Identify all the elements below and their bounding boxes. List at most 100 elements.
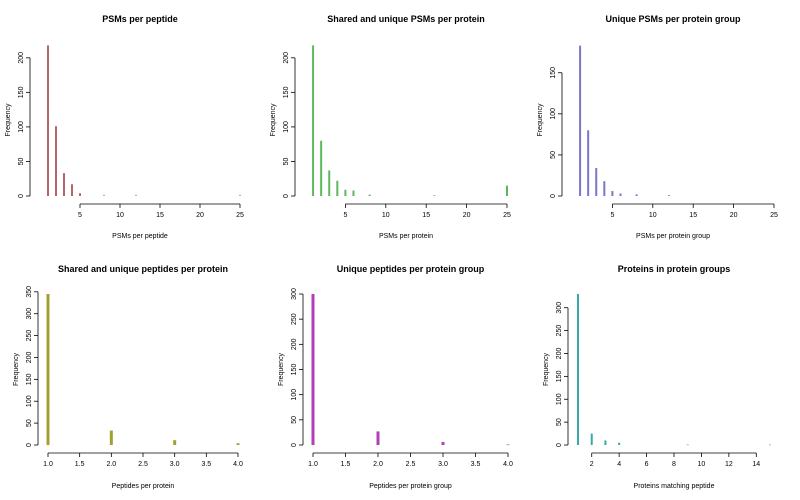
histogram-bar [587,130,590,196]
x-tick-label: 25 [770,212,778,219]
y-axis-label: Frequency [278,352,285,386]
y-tick-label: 0 [18,194,25,198]
y-tick-label: 300 [26,308,33,320]
x-tick-label: 4.0 [233,461,243,468]
histogram-bar [579,45,582,196]
histogram-bar [312,45,315,196]
chart-title: Unique peptides per protein group [337,264,485,274]
x-tick-label: 10 [116,212,124,219]
y-tick-label: 50 [283,157,290,165]
x-tick-label: 1.0 [43,461,53,468]
x-tick-label: 5 [610,212,614,219]
y-tick-label: 0 [556,443,563,447]
y-tick-label: 0 [283,194,290,198]
x-tick-label: 20 [463,212,471,219]
x-tick-label: 15 [422,212,430,219]
x-tick-label: 25 [236,212,244,219]
y-tick-label: 250 [556,325,563,337]
x-tick-label: 10 [382,212,390,219]
y-tick-label: 150 [283,86,290,98]
y-tick-label: 150 [26,373,33,385]
y-tick-label: 250 [291,313,298,325]
histogram-bar [55,126,57,196]
x-tick-label: 20 [196,212,204,219]
x-tick-label: 10 [698,461,706,468]
x-tick-label: 1.0 [308,461,318,468]
histogram-bar [590,433,593,445]
histogram-bar [328,170,331,196]
histogram-bar [635,194,638,196]
x-tick-label: 6 [645,461,649,468]
chart-panel: Shared and unique peptides per protein Pe… [13,264,243,490]
x-tick-label: 15 [156,212,164,219]
x-tick-label: 14 [752,461,760,468]
y-axis-label: Frequency [270,103,277,137]
y-tick-label: 100 [550,108,557,120]
x-tick-label: 2.5 [138,461,148,468]
y-tick-label: 50 [26,419,33,427]
y-tick-label: 100 [291,389,298,401]
histogram-bar [135,195,137,196]
x-tick-label: 2.0 [106,461,116,468]
y-tick-label: 200 [18,52,25,64]
y-tick-label: 50 [556,418,563,426]
histogram-bar [595,168,598,196]
x-tick-label: 20 [730,212,738,219]
y-axis-label: Frequency [543,352,550,386]
y-tick-label: 200 [283,52,290,64]
y-tick-label: 200 [556,348,563,360]
histogram-bar [506,444,510,446]
y-tick-label: 0 [291,443,298,447]
y-tick-label: 100 [556,393,563,405]
histogram-bar [311,294,315,445]
y-tick-label: 350 [26,286,33,298]
y-tick-label: 0 [26,443,33,447]
histogram-bar [619,193,622,196]
y-tick-label: 100 [18,121,25,133]
x-tick-label: 3.5 [201,461,211,468]
x-tick-label: 4 [617,461,621,468]
histogram-bar [603,181,606,196]
y-tick-label: 250 [26,330,33,342]
x-tick-label: 25 [503,212,511,219]
x-axis-label: PSMs per peptide [112,233,168,240]
y-tick-label: 150 [556,370,563,382]
histogram-bar [63,173,65,196]
y-tick-label: 0 [550,194,557,198]
x-axis-label: Peptides per protein group [369,483,452,490]
chart-title: Shared and unique PSMs per protein [327,14,485,24]
y-tick-label: 150 [18,86,25,98]
chart-title: Shared and unique peptides per protein [58,264,228,274]
y-axis-label: Frequency [5,103,12,137]
histogram-bar [344,189,347,196]
y-axis-label: Frequency [13,352,20,386]
chart-title: Proteins in protein groups [618,264,731,274]
histogram-bar [368,194,371,196]
histogram-bar [236,443,240,445]
x-axis-label: PSMs per protein [379,233,433,240]
x-tick-label: 3.5 [471,461,481,468]
y-tick-label: 200 [26,352,33,364]
histogram-bar [352,190,355,196]
y-tick-label: 50 [18,157,25,165]
x-tick-label: 8 [672,461,676,468]
x-tick-label: 12 [725,461,733,468]
y-tick-label: 200 [291,338,298,350]
histogram-bar [71,184,73,196]
histogram-bar [441,441,445,445]
x-tick-label: 10 [649,212,657,219]
y-tick-label: 150 [291,364,298,376]
histogram-bar [667,195,670,196]
chart-title: PSMs per peptide [102,14,178,24]
histogram-bar [376,431,380,445]
y-tick-label: 50 [550,151,557,159]
y-tick-label: 100 [283,121,290,133]
x-tick-label: 3.0 [438,461,448,468]
histogram-bar [79,193,81,196]
y-axis-label: Frequency [537,103,544,137]
histogram-bar [506,185,508,196]
x-tick-label: 2.0 [373,461,383,468]
chart-panel: Shared and unique PSMs per protein PSMs p… [270,14,511,240]
histogram-bar [173,440,177,445]
x-tick-label: 2.5 [406,461,416,468]
